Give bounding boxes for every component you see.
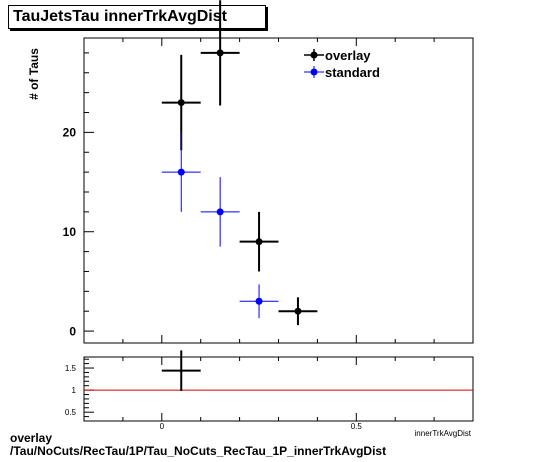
y-tick-label: 1	[72, 386, 77, 395]
main-point-standard	[216, 208, 224, 216]
main-point-standard	[177, 168, 185, 176]
ratio-plot-marks: 0.5 1 1.5 0 0.5	[65, 350, 474, 431]
y-tick-label: 1.5	[65, 364, 77, 373]
footer-caption: overlay /Tau/NoCuts/RecTau/1P/Tau_NoCuts…	[10, 432, 386, 458]
y-axis-label: # of Taus	[27, 48, 41, 100]
legend-overlay-label: overlay	[325, 48, 371, 63]
x-axis-label: innerTrkAvgDist	[415, 429, 472, 438]
y-tick-label: 20	[63, 126, 77, 140]
legend-overlay-marker	[310, 51, 318, 59]
legend-standard-marker	[310, 68, 318, 76]
main-point-standard	[255, 297, 263, 305]
y-tick-label: 10	[63, 225, 77, 239]
chart-title-box: TauJetsTau innerTrkAvgDist	[8, 5, 266, 29]
main-point-overlay	[216, 49, 224, 57]
footer-line-1: overlay	[10, 431, 53, 445]
chart-title: TauJetsTau innerTrkAvgDist	[13, 8, 227, 25]
main-point-overlay	[255, 238, 263, 246]
main-point-overlay	[177, 99, 185, 107]
x-tick-label: 0.5	[351, 422, 363, 431]
legend-standard-label: standard	[325, 65, 380, 80]
main-plot-frame	[83, 37, 474, 344]
main-point-overlay	[294, 307, 302, 315]
y-tick-label: 0.5	[65, 408, 77, 417]
ratio-plot-frame	[83, 356, 474, 422]
main-plot-marks: 0 10 20	[63, 0, 474, 343]
footer-line-2: /Tau/NoCuts/RecTau/1P/Tau_NoCuts_RecTau_…	[10, 444, 387, 458]
x-tick-label: 0	[160, 422, 165, 431]
y-tick-label: 0	[69, 324, 76, 338]
legend: overlay standard	[304, 48, 380, 80]
